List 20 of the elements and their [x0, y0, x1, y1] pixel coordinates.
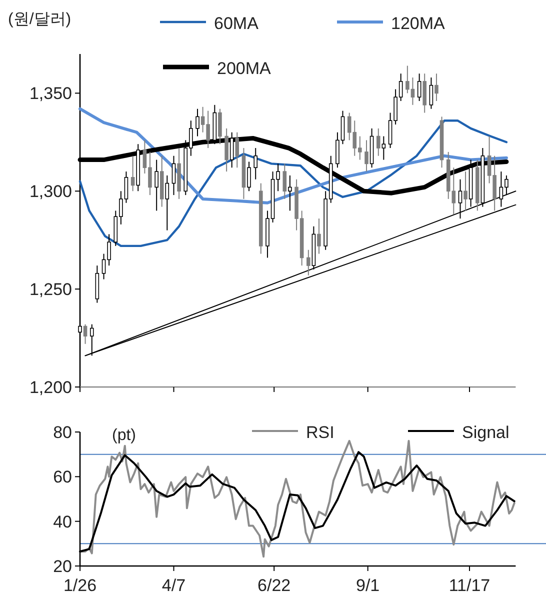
- y-tick-label: 20: [53, 557, 72, 576]
- x-tick-label: 1/26: [63, 576, 97, 594]
- x-tick-label: 9/1: [356, 576, 380, 594]
- y-tick-label: 1,200: [29, 378, 72, 397]
- x-tick-label: 4/7: [162, 576, 186, 594]
- legend-label: 200MA: [217, 59, 272, 78]
- legend-label: 60MA: [214, 14, 260, 33]
- x-tick-label: 6/22: [258, 576, 291, 594]
- y-axis-title: (pt): [112, 427, 136, 444]
- legend-label: RSI: [306, 423, 334, 442]
- y-tick-label: 1,300: [29, 182, 72, 202]
- y-tick-label: 80: [53, 423, 72, 442]
- y-tick-label: 1,250: [29, 280, 72, 300]
- y-axis-title: (원/달러): [8, 11, 72, 28]
- y-tick-label: 40: [53, 512, 72, 532]
- x-tick-label: 11/17: [448, 576, 490, 594]
- legend-label: 120MA: [391, 14, 446, 33]
- y-tick-label: 60: [53, 468, 72, 487]
- legend-label: Signal: [462, 423, 510, 442]
- y-tick-label: 1,350: [29, 84, 72, 104]
